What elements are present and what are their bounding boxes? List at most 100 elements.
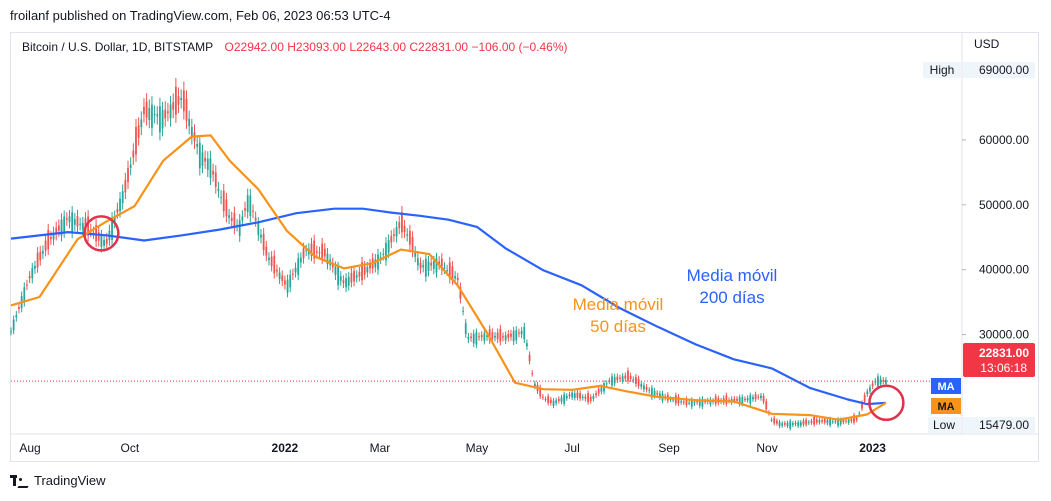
candle-body [15,315,18,318]
ma200-line [10,207,886,406]
candle-body [185,98,188,121]
candle-body [464,323,467,334]
candle-body [483,333,486,341]
candle-body [475,332,478,345]
candle-body [736,398,738,401]
candle-body [842,419,845,423]
crossover-circle-1 [83,215,120,252]
candle-body [167,111,169,113]
candle-body [411,237,414,252]
candle-body [161,110,164,129]
candle-body [600,387,603,392]
candle-body [71,212,74,233]
candle-body [390,236,393,243]
candle-body [834,421,837,423]
candle-body [688,402,691,404]
candle-body [129,164,132,169]
candle-body [837,419,839,426]
candle-body [273,255,276,274]
candle-body [807,422,810,424]
candle-body [605,383,608,385]
candle-body [645,386,648,390]
x-tick-label: 2022 [272,441,299,455]
candle-body [488,329,491,341]
candle-body [805,419,808,425]
candle-body [459,287,462,299]
candle-body [467,336,470,340]
candle-body [377,254,379,270]
high-value: 69000.00 [979,63,1029,77]
candle-body [350,273,353,283]
candle-body [680,401,683,403]
candle-body [172,101,175,110]
candle-body [541,396,544,398]
candle-body [424,258,427,277]
candle-body [512,330,515,342]
candle-body [624,375,627,379]
candle-body [823,418,826,423]
candle-body [34,266,36,269]
candle-body [206,158,209,170]
candle-body [515,330,518,341]
candle-body [416,258,419,266]
candle-body [456,277,459,281]
candle-body [100,235,103,247]
candle-body [18,307,20,309]
candle-body [640,384,643,387]
candle-body [408,230,411,245]
candle-body [526,343,528,347]
candle-body [643,385,645,390]
x-tick-label: Mar [370,441,391,455]
candle-body [869,387,871,392]
candle-body [462,310,464,312]
candle-body [132,150,135,158]
candle-body [241,216,244,221]
candle-body [579,393,581,399]
candle-body [504,335,507,341]
ma200-badge-bg [931,378,961,394]
published-header: froilanf published on TradingView.com, F… [10,8,391,23]
candle-body [544,399,547,401]
candle-body [174,86,177,115]
candle-body [571,392,574,398]
footer: TradingView [10,473,106,488]
candle-body [10,331,12,333]
candle-body [68,216,71,223]
candle-body [315,251,318,253]
candle-body [765,401,768,410]
candle-body [31,268,34,279]
ma50-annotation-line2: 50 días [590,317,646,336]
candle-body [608,380,611,382]
candle-body [704,401,706,403]
candle-body [387,240,390,253]
candle-body [440,258,443,270]
candle-body [143,106,145,115]
candle-body [313,240,316,259]
x-tick-label: Nov [756,441,777,455]
candle-body [863,395,866,402]
candle-body [454,276,457,279]
candle-body [725,395,728,404]
currency-label: USD [974,37,1000,51]
candle-body [635,377,637,385]
candle-body [448,262,451,279]
candle-body [754,394,757,400]
candle-body [760,395,762,399]
candle-body [156,114,159,117]
candle-body [159,106,161,133]
candle-body [244,208,246,211]
candle-body [177,96,180,105]
candle-body [92,232,95,234]
candle-body [57,225,60,231]
footer-brand: TradingView [34,473,106,488]
candle-body [190,126,193,137]
candle-body [49,237,52,240]
candle-body [871,383,874,387]
candle-body [52,232,55,240]
candle-body [627,370,629,381]
candle-body [581,396,584,398]
candle-body [616,376,619,381]
symbol-legend: Bitcoin / U.S. Dollar, 1D, BITSTAMP O229… [22,40,568,54]
candle-body [278,272,281,279]
